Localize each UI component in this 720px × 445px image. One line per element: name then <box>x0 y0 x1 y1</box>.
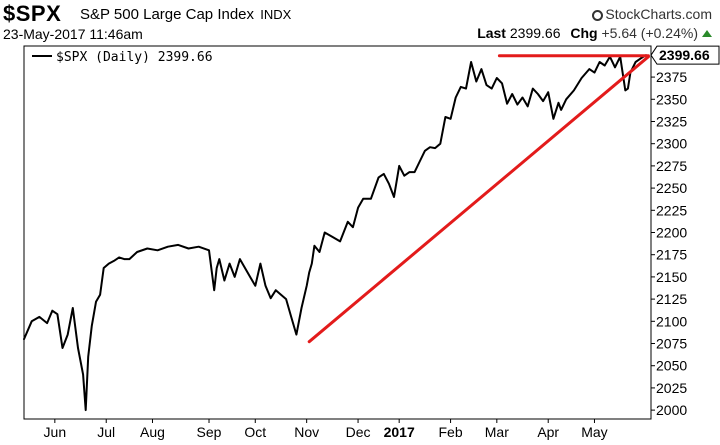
y-tick-label: 2350 <box>656 91 687 107</box>
x-tick-label: Feb <box>439 424 463 440</box>
up-arrow-icon <box>702 30 712 37</box>
quote-summary: Last 2399.66 Chg +5.64 (+0.24%) <box>477 25 712 41</box>
chg-label: Chg <box>570 25 598 41</box>
y-tick-label: 2300 <box>656 136 687 152</box>
y-tick-label: 2025 <box>656 380 687 396</box>
x-tick-label: Aug <box>140 424 165 440</box>
x-tick-label: Nov <box>294 424 319 440</box>
exchange-label: INDX <box>260 7 292 22</box>
x-tick-label: May <box>581 424 607 440</box>
index-name: S&P 500 Large Cap Index INDX <box>80 6 291 23</box>
last-price-label: 2399.66 <box>659 47 710 63</box>
y-tick-label: 2275 <box>656 158 687 174</box>
red-trendline-1 <box>307 55 650 344</box>
y-tick-label: 2050 <box>656 358 687 374</box>
index-title: S&P 500 Large Cap Index <box>80 6 255 23</box>
brand-label: StockCharts.com <box>605 6 712 22</box>
y-tick-label: 2225 <box>656 202 687 218</box>
x-tick-label: Mar <box>485 424 509 440</box>
y-tick-label: 2375 <box>656 69 687 85</box>
y-tick-label: 2250 <box>656 180 687 196</box>
last-price-box <box>650 45 720 65</box>
y-tick-label: 2125 <box>656 291 687 307</box>
plot-frame <box>23 45 652 420</box>
chg-value: +5.64 (+0.24%) <box>601 25 698 41</box>
price-series-line <box>23 54 647 412</box>
y-tick-label: 2000 <box>656 402 687 418</box>
y-tick-label: 2100 <box>656 313 687 329</box>
last-label: Last <box>477 25 506 41</box>
x-tick-label: Jun <box>44 424 67 440</box>
ticker-symbol: $SPX <box>3 1 62 26</box>
brand[interactable]: StockCharts.com <box>592 6 712 22</box>
last-value: 2399.66 <box>509 25 561 41</box>
y-tick-label: 2325 <box>656 113 687 129</box>
x-tick-label: Oct <box>244 424 266 440</box>
stockcharts-logo-icon <box>592 10 604 21</box>
x-tick-label: Sep <box>197 424 222 440</box>
y-tick-label: 2200 <box>656 225 687 241</box>
x-tick-label: Jul <box>97 424 115 440</box>
y-tick-label: 2175 <box>656 247 687 263</box>
legend-label: $SPX (Daily) 2399.66 <box>56 50 213 65</box>
date-time: 23-May-2017 11:46am <box>3 26 143 42</box>
y-tick-label: 2075 <box>656 336 687 352</box>
x-tick-label: 2017 <box>384 424 415 440</box>
y-tick-label: 2150 <box>656 269 687 285</box>
x-tick-label: Apr <box>537 424 559 440</box>
x-tick-label: Dec <box>346 424 371 440</box>
